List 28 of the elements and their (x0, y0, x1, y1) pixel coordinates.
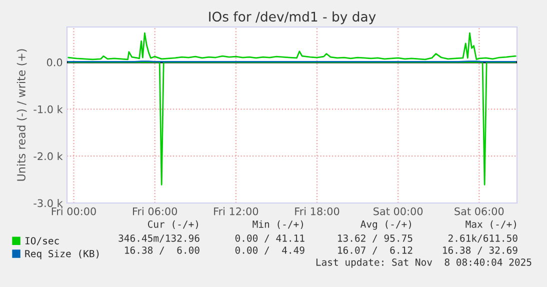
x-tick-label: Fri 18:00 (295, 207, 340, 216)
x-tick-label: Sat 00:00 (374, 207, 423, 216)
x-tick-label: Fri 06:00 (132, 207, 178, 216)
y-tick-label: -1.0 k (34, 105, 63, 114)
y-tick-label: 0.0 (46, 58, 62, 66)
text: Cur (-/+) (148, 220, 198, 229)
x-tick-label: Fri 12:00 (214, 207, 258, 216)
text: 16.38 / 32.69 (443, 246, 518, 255)
text: 346.45m/132.96 (118, 234, 200, 243)
y-axis-title: Units read (-) / write (+) (16, 49, 27, 181)
text: Last update: Sat Nov 8 08:40:04 2025 (316, 258, 532, 268)
text: 0.00 / 41.11 (235, 234, 304, 243)
chart-title: IOs for /dev/md1 - by day (209, 11, 376, 24)
text: 16.07 / 6.12 (338, 246, 412, 255)
text: Avg (-/+) (360, 220, 411, 230)
y-tick-label: -3.0 k (34, 199, 63, 208)
line-series (68, 32, 516, 60)
x-tick-label: Fri 00:00 (52, 207, 96, 216)
text: Max (-/+) (466, 220, 516, 229)
text: Min (-/+) (252, 220, 303, 229)
x-tick-label: Sat 06:00 (454, 207, 504, 216)
text: 16.38 / 6.00 (125, 246, 200, 255)
legend-label: IO/sec (25, 237, 59, 246)
y-tick-label: -2.0 k (34, 152, 63, 160)
text: 0.00 / 4.49 (235, 246, 304, 255)
text: 2.61k/611.50 (448, 234, 518, 243)
text: 13.62 / 95.75 (338, 234, 412, 243)
legend-label: Req Size (KB) (25, 250, 99, 260)
